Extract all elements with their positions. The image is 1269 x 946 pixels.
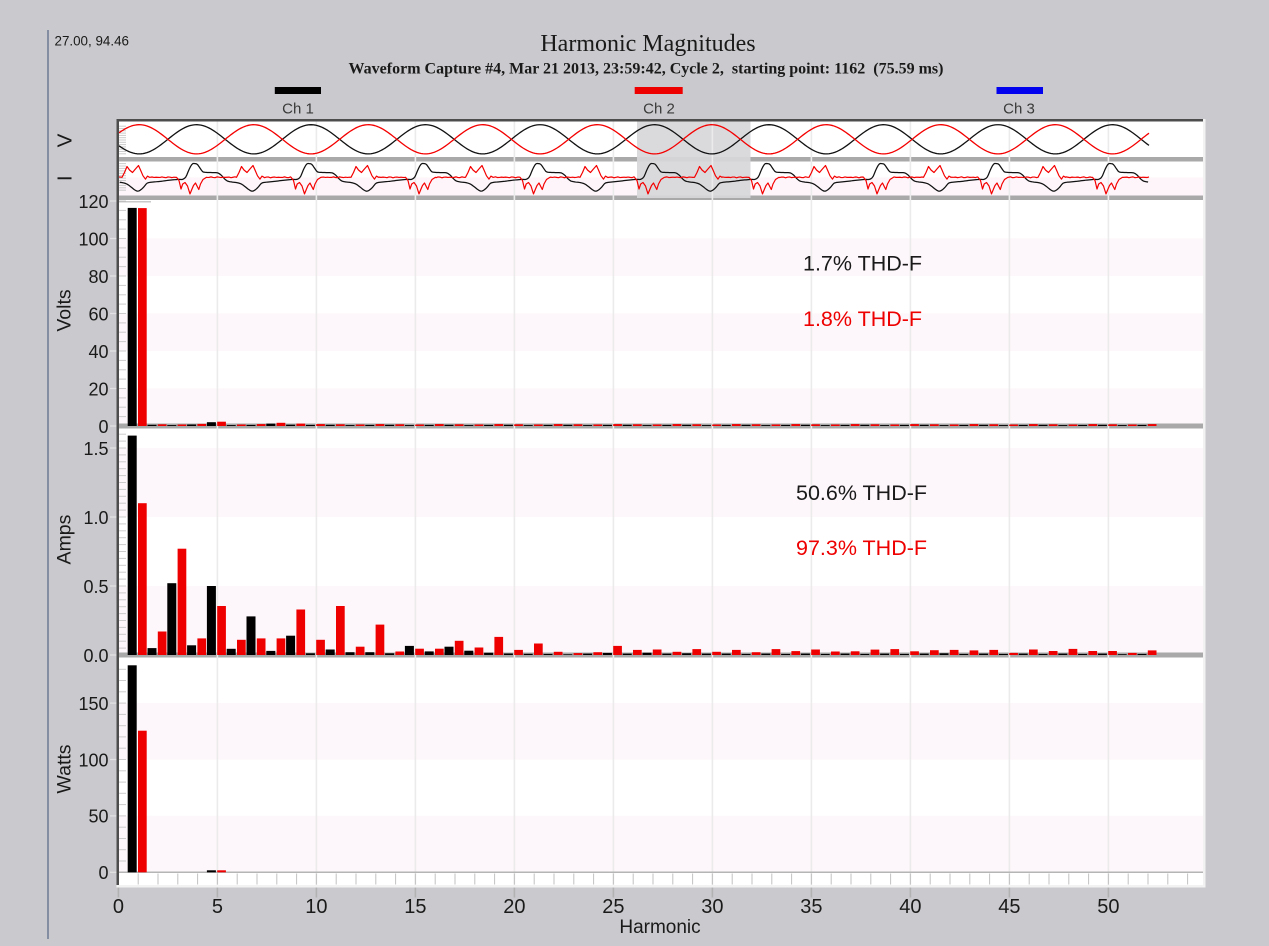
svg-text:50: 50	[88, 807, 108, 827]
svg-text:27.00, 94.46: 27.00, 94.46	[55, 34, 129, 49]
svg-text:60: 60	[88, 304, 108, 324]
svg-text:45: 45	[998, 896, 1020, 918]
svg-text:Ch 3: Ch 3	[1003, 101, 1035, 118]
svg-text:1.7% THD-F: 1.7% THD-F	[803, 252, 922, 276]
svg-text:20: 20	[88, 379, 108, 399]
svg-text:120: 120	[78, 192, 108, 212]
svg-text:50.6% THD-F: 50.6% THD-F	[796, 481, 927, 505]
svg-text:Volts: Volts	[54, 289, 76, 332]
svg-text:10: 10	[305, 896, 327, 918]
svg-text:Watts: Watts	[54, 744, 76, 793]
svg-text:100: 100	[78, 229, 108, 249]
svg-text:25: 25	[602, 896, 624, 918]
svg-text:5: 5	[212, 896, 223, 918]
svg-text:I: I	[54, 175, 77, 181]
svg-text:Ch 1: Ch 1	[282, 101, 314, 118]
svg-text:1.5: 1.5	[83, 439, 108, 459]
svg-text:Ch 2: Ch 2	[643, 101, 675, 118]
svg-text:0: 0	[113, 896, 124, 918]
svg-text:100: 100	[78, 750, 108, 770]
svg-text:0.0: 0.0	[83, 646, 108, 666]
svg-text:15: 15	[404, 896, 426, 918]
svg-text:35: 35	[800, 896, 822, 918]
svg-text:40: 40	[88, 342, 108, 362]
svg-text:1.8% THD-F: 1.8% THD-F	[803, 307, 922, 331]
svg-text:0: 0	[98, 863, 108, 883]
svg-text:V: V	[54, 133, 77, 147]
svg-text:Harmonic Magnitudes: Harmonic Magnitudes	[540, 31, 755, 57]
svg-text:150: 150	[78, 694, 108, 714]
svg-text:80: 80	[88, 267, 108, 287]
svg-text:30: 30	[701, 896, 723, 918]
svg-text:1.0: 1.0	[83, 508, 108, 528]
svg-text:0.5: 0.5	[83, 577, 108, 597]
svg-text:Waveform Capture #4, Mar 21 20: Waveform Capture #4, Mar 21 2013, 23:59:…	[349, 61, 944, 78]
svg-text:Amps: Amps	[54, 514, 76, 564]
svg-text:97.3% THD-F: 97.3% THD-F	[796, 536, 927, 560]
svg-text:Harmonic: Harmonic	[619, 917, 700, 938]
svg-text:0: 0	[98, 417, 108, 437]
svg-text:20: 20	[503, 896, 525, 918]
svg-text:40: 40	[899, 896, 921, 918]
svg-text:50: 50	[1097, 896, 1119, 918]
